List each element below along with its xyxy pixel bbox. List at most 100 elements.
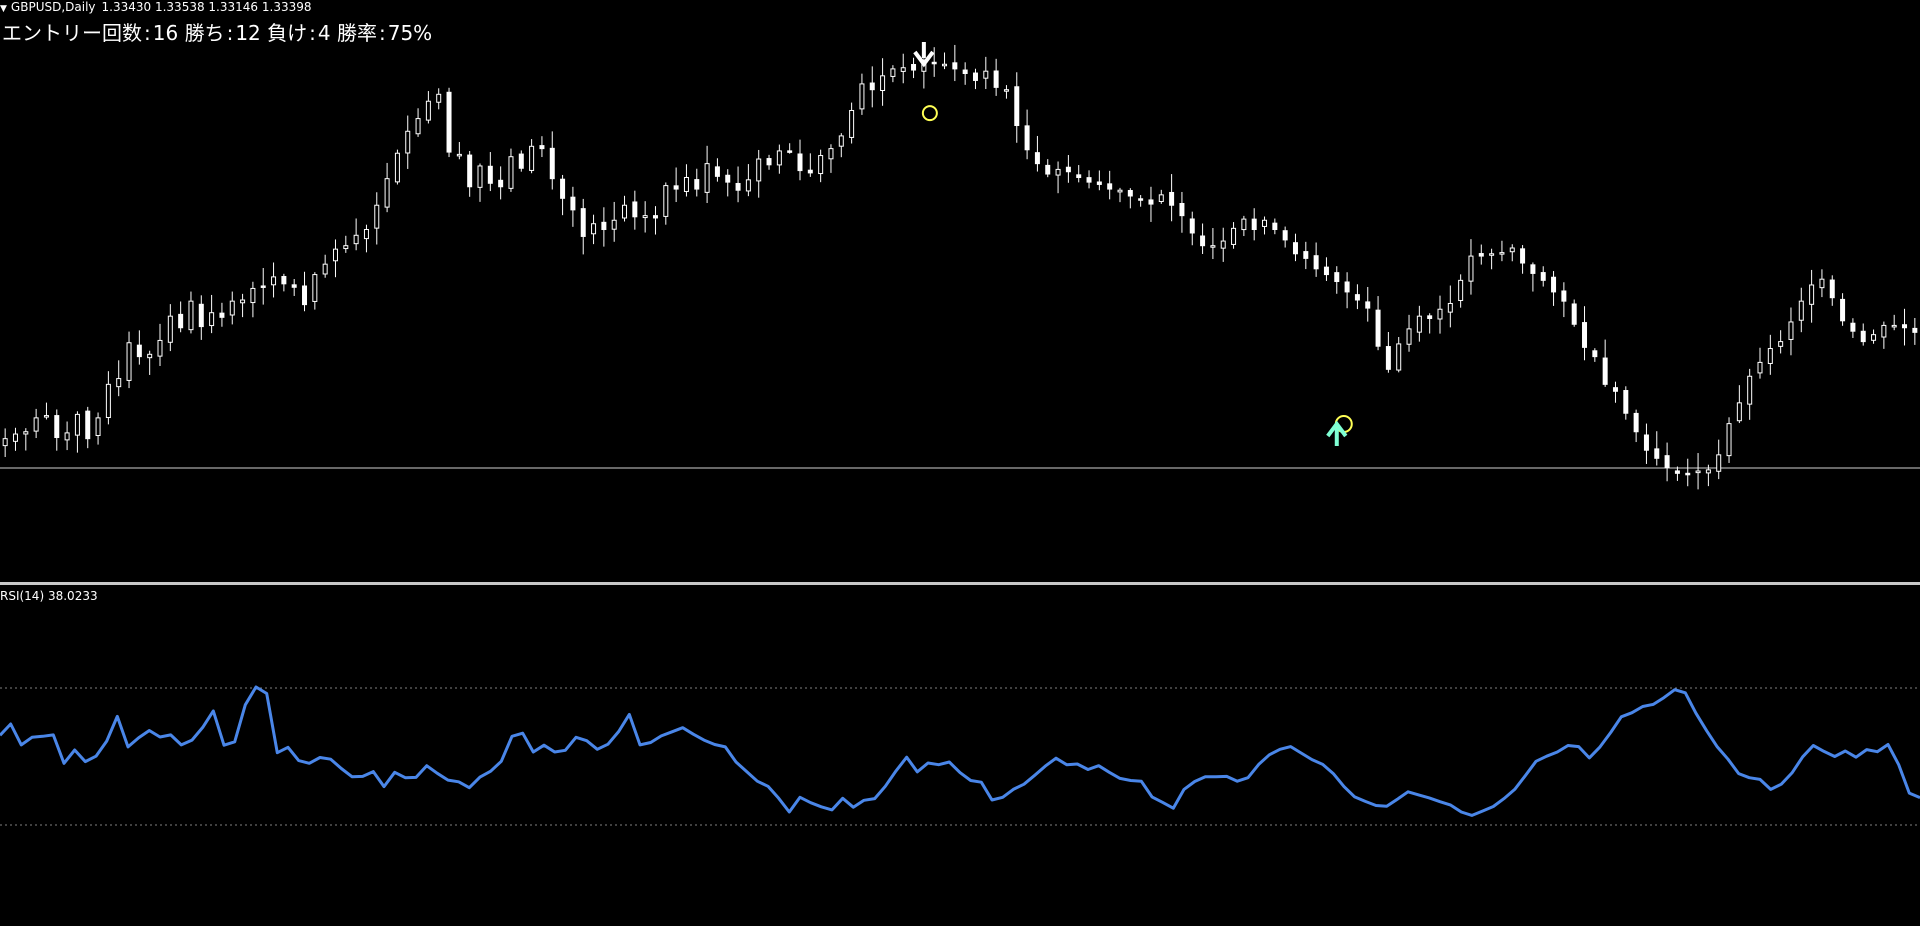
- candle: [1551, 271, 1557, 306]
- entries-label: エントリー回数: [2, 21, 142, 45]
- candle: [1406, 314, 1412, 352]
- candle: [508, 148, 514, 192]
- candle: [869, 66, 875, 108]
- candle: [302, 271, 308, 312]
- candle: [1520, 245, 1526, 274]
- candle: [33, 408, 39, 439]
- candle: [570, 186, 576, 227]
- candle: [911, 57, 917, 79]
- candle: [43, 402, 49, 420]
- candle: [1231, 222, 1237, 249]
- candle: [147, 350, 153, 375]
- candle: [787, 143, 793, 154]
- candle: [1385, 331, 1391, 373]
- rsi-indicator-panel[interactable]: RSI(14) 38.0233: [0, 585, 1920, 926]
- candle: [1798, 287, 1804, 333]
- candle: [456, 141, 462, 160]
- sell-arrow-icon: [913, 42, 935, 68]
- candle: [1747, 368, 1753, 420]
- candle: [229, 291, 235, 325]
- candle: [1200, 223, 1206, 254]
- candle: [281, 273, 287, 292]
- candle: [1478, 244, 1484, 265]
- candle: [642, 201, 648, 233]
- candle: [1055, 161, 1061, 194]
- candle: [1912, 317, 1918, 345]
- candle: [611, 201, 617, 242]
- candle: [1643, 423, 1649, 464]
- candle: [1427, 313, 1433, 334]
- candle: [126, 331, 132, 389]
- candle: [591, 214, 597, 245]
- candle: [766, 154, 772, 170]
- candle: [1179, 191, 1185, 233]
- candle: [1437, 295, 1443, 334]
- candle: [271, 262, 277, 298]
- candle: [1076, 165, 1082, 183]
- candle: [818, 149, 824, 183]
- candle: [467, 150, 473, 197]
- candle: [725, 169, 731, 197]
- candle: [1117, 187, 1123, 203]
- candle: [105, 371, 111, 425]
- candle: [622, 195, 628, 222]
- candle: [673, 167, 679, 203]
- candle: [1489, 248, 1495, 270]
- candle: [436, 88, 442, 110]
- candle: [632, 190, 638, 230]
- rsi-line: [0, 685, 1920, 817]
- candle: [1602, 339, 1608, 387]
- candle: [735, 166, 741, 203]
- price-chart-panel[interactable]: ▼ GBPUSD,Daily 1.33430 1.33538 1.33146 1.3…: [0, 0, 1920, 582]
- candle: [1447, 285, 1453, 328]
- candle: [797, 139, 803, 181]
- candle: [1334, 266, 1340, 294]
- candle: [1045, 159, 1051, 178]
- candle: [756, 149, 762, 198]
- candle: [116, 360, 122, 397]
- candle: [849, 102, 855, 144]
- candle: [12, 427, 18, 451]
- candle: [1530, 262, 1536, 292]
- price-chart-canvas: [0, 42, 1920, 490]
- candle: [1313, 242, 1319, 277]
- candle: [1365, 286, 1371, 322]
- candle: [1499, 240, 1505, 262]
- candle: [240, 293, 246, 318]
- rsi-chart-canvas: [0, 685, 1920, 826]
- candle: [859, 73, 865, 115]
- panel-divider[interactable]: [0, 582, 1920, 585]
- collapse-triangle-icon[interactable]: ▼: [0, 4, 7, 14]
- candle: [198, 295, 204, 340]
- candle: [1138, 195, 1144, 207]
- candle: [828, 144, 834, 173]
- candle: [1251, 208, 1257, 241]
- backtest-stats: エントリー回数:16 勝ち:12 負け:4 勝率:75%: [2, 21, 433, 45]
- candle: [745, 164, 751, 197]
- candle: [2, 428, 8, 457]
- candle: [539, 136, 545, 158]
- candle: [1592, 348, 1598, 362]
- candle: [1014, 72, 1020, 143]
- candle: [1757, 347, 1763, 379]
- symbol-header: ▼ GBPUSD,Daily 1.33430 1.33538 1.33146 1.3…: [0, 0, 312, 16]
- candle: [1850, 318, 1856, 338]
- candle: [1881, 321, 1887, 349]
- candle: [167, 304, 173, 352]
- candle: [1303, 241, 1309, 270]
- candle: [1902, 308, 1908, 346]
- candle: [1416, 305, 1422, 342]
- candle: [446, 87, 452, 158]
- candle: [1705, 464, 1711, 487]
- winrate-value: 75%: [387, 21, 433, 45]
- candle: [219, 302, 225, 327]
- candle: [1623, 386, 1629, 420]
- losses-label: 負け: [267, 21, 308, 45]
- candle: [580, 198, 586, 255]
- candle: [312, 272, 318, 310]
- rsi-value: 38.0233: [47, 589, 98, 603]
- candle: [1354, 284, 1360, 310]
- candle: [498, 166, 504, 200]
- candle: [1654, 431, 1660, 466]
- candle: [1127, 188, 1133, 209]
